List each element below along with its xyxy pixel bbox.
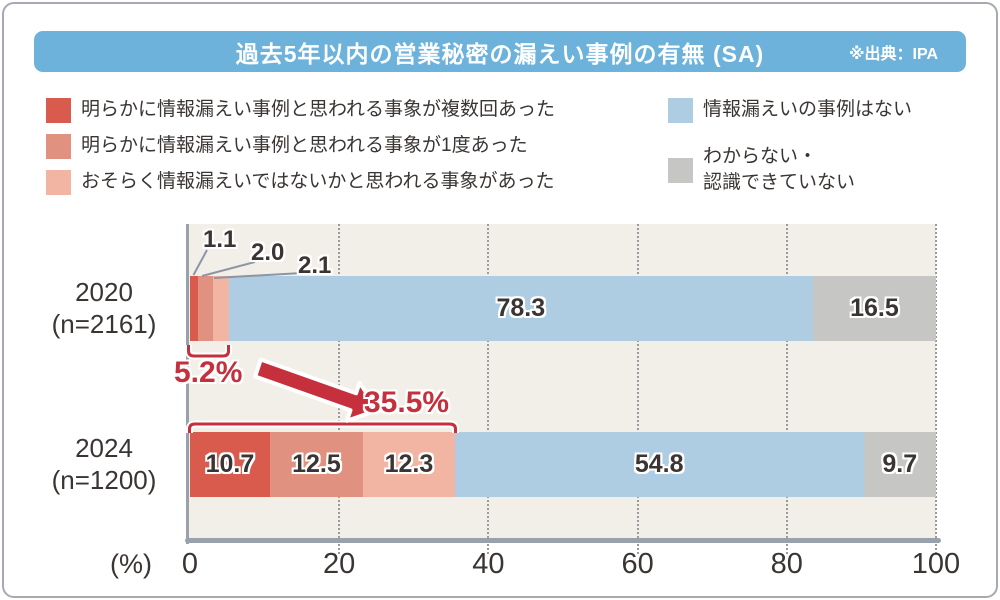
legend-swatch-red (46, 97, 71, 123)
page-title: 過去5年以内の営業秘密の漏えい事例の有無 (SA) (235, 40, 765, 67)
bar-segment: 10.7 (190, 432, 270, 497)
legend-item-probable-incident: おそらく情報漏えいではないかと思われる事象があった (46, 169, 554, 195)
gridline (935, 224, 937, 554)
x-tick-label: 80 (770, 548, 803, 580)
legend-label: 明らかに情報漏えい事例と思われる事象が複数回あった (81, 99, 556, 120)
bar-value-label: 54.8 (634, 450, 684, 478)
year-label: 2024 (75, 433, 133, 463)
x-tick-label: 100 (911, 548, 961, 580)
callout-value-2: 2.0 (251, 239, 285, 266)
stacked-bar-2024: 10.7 12.5 12.3 54.8 9.7 (190, 432, 936, 497)
bar-value-label: 78.3 (496, 294, 546, 322)
gridline (487, 224, 490, 554)
bar-segment (198, 276, 214, 341)
legend-item-multiple-incidents: 明らかに情報漏えい事例と思われる事象が複数回あった (46, 97, 555, 123)
x-axis-line (185, 538, 941, 543)
gridline (636, 224, 639, 554)
chart-title-bar: 過去5年以内の営業秘密の漏えい事例の有無 (SA) ※出典：IPA (34, 31, 966, 72)
bar-segment: 12.3 (363, 432, 455, 497)
sum-label-2020: 5.2% (174, 356, 243, 389)
bar-segment: 78.3 (228, 276, 813, 341)
year-label: 2020 (75, 277, 133, 307)
legend-label: 明らかに情報漏えい事例と思われる事象が1度あった (81, 135, 528, 156)
legend-label: わからない・ 認識できていない (703, 146, 856, 193)
stacked-bar-2020: 78.3 16.5 (190, 276, 936, 341)
bar-segment (190, 276, 199, 341)
y-axis-line (186, 224, 189, 544)
legend-label: おそらく情報漏えいではないかと思われる事象があった (81, 171, 555, 192)
sum-label-2024: 35.5% (364, 386, 450, 419)
x-tick-label: 20 (323, 548, 356, 580)
bar-segment: 12.5 (269, 432, 364, 497)
category-label-2024: 2024 (n=1200) (28, 432, 180, 496)
sample-size-label: (n=2161) (51, 309, 157, 339)
bar-value-label: 16.5 (850, 294, 899, 322)
category-label-2020: 2020 (n=2161) (28, 276, 180, 340)
gridline (338, 224, 341, 554)
x-tick-label: 60 (621, 548, 654, 580)
source-note: ※出典：IPA (848, 45, 938, 63)
bar-segment: 16.5 (812, 276, 936, 341)
axis-unit-label: (%) (110, 549, 152, 579)
legend-swatch-gray (668, 157, 693, 183)
bar-segment: 9.7 (863, 432, 936, 497)
gridline (785, 224, 788, 554)
legend-swatch-salmon (46, 133, 71, 159)
callout-value-3: 2.1 (298, 252, 332, 279)
bar-value-label: 12.5 (292, 450, 341, 478)
callout-value-1: 1.1 (203, 226, 237, 253)
legend-item-single-incident: 明らかに情報漏えい事例と思われる事象が1度あった (46, 133, 528, 159)
legend-item-no-incident: 情報漏えいの事例はない (668, 97, 912, 123)
sample-size-label: (n=1200) (51, 465, 157, 495)
legend-item-unknown: わからない・ 認識できていない (668, 142, 855, 198)
legend-swatch-pink (46, 169, 71, 195)
legend-swatch-blue (668, 97, 693, 123)
bar-segment (213, 276, 229, 341)
bar-value-label: 10.7 (205, 450, 255, 478)
bar-value-label: 12.3 (384, 450, 434, 478)
legend-label: 情報漏えいの事例はない (703, 99, 913, 120)
x-tick-label: 0 (181, 548, 199, 580)
x-tick-label: 40 (472, 548, 505, 580)
bar-segment: 54.8 (454, 432, 864, 497)
bar-value-label: 9.7 (882, 450, 918, 478)
